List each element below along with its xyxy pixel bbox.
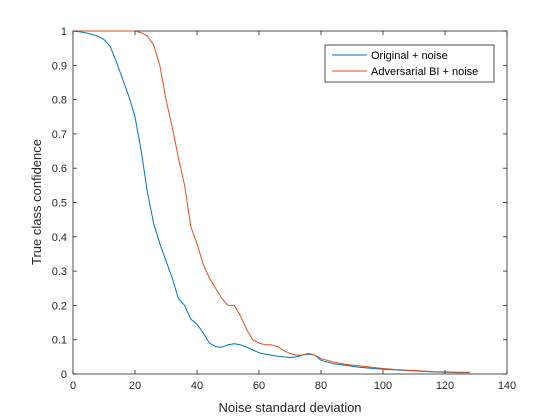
- legend-label-adversarial: Adversarial BI + noise: [371, 66, 478, 78]
- x-tick-label: 40: [191, 380, 203, 392]
- y-tick-label: 0.3: [52, 266, 67, 278]
- series-layer: [72, 30, 470, 374]
- y-axis-title: True class confidence: [29, 139, 44, 265]
- plot-area: [72, 30, 508, 375]
- x-tick-label: 120: [436, 380, 454, 392]
- legend-box: [324, 44, 495, 83]
- x-tick-label: 80: [315, 380, 327, 392]
- y-tick-label: 0.1: [52, 335, 67, 347]
- y-tick-label: 0.7: [52, 129, 67, 141]
- y-tick-label: 0: [61, 369, 67, 381]
- x-tick-label: 60: [253, 380, 265, 392]
- x-axis: 0 20 40 60 80 100 120 140: [70, 31, 516, 392]
- x-axis-title: Noise standard deviation: [218, 400, 361, 415]
- legend-label-original: Original + noise: [371, 50, 448, 62]
- y-tick-label: 0.5: [52, 198, 67, 210]
- y-tick-label: 0.6: [52, 163, 67, 175]
- x-tick-label: 140: [498, 380, 516, 392]
- y-tick-label: 0.2: [52, 300, 67, 312]
- x-tick-label: 100: [374, 380, 392, 392]
- series-line-adversarial: [73, 30, 470, 373]
- x-tick-label: 20: [129, 380, 141, 392]
- y-axis: 0 0.1 0.2 0.3 0.4 0.5 0.6 0.7 0.8 0.9 1: [52, 26, 507, 381]
- y-tick-label: 0.4: [52, 232, 67, 244]
- legend: Original + noise Adversarial BI + noise: [324, 44, 495, 83]
- x-tick-label: 0: [70, 380, 76, 392]
- y-tick-label: 0.9: [52, 60, 67, 72]
- series-line-original: [72, 30, 470, 374]
- y-tick-label: 1: [61, 26, 67, 38]
- y-tick-label: 0.8: [52, 95, 67, 107]
